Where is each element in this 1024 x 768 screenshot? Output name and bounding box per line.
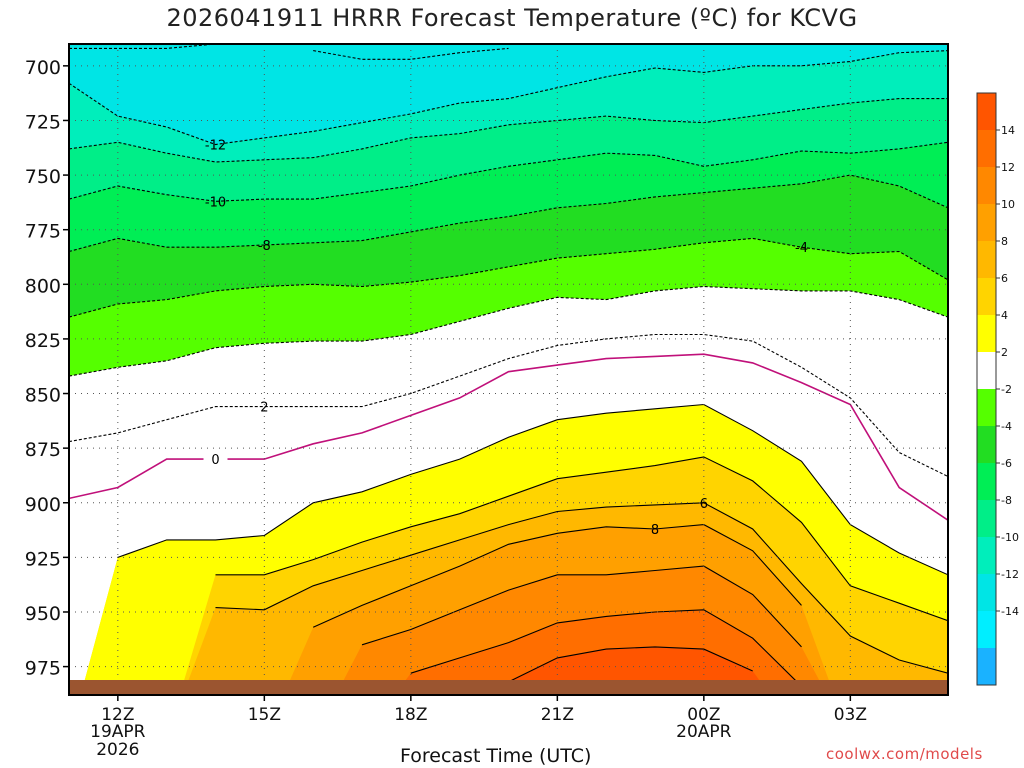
isotherm-8-0 (215, 502, 948, 674)
isotherm--12-0 (69, 50, 948, 146)
contour-label: 8 (651, 523, 659, 538)
colorbar: 14 12 10 8 6 4 2 -2 -4 -6 -8 -10 -12 -14 (976, 92, 1019, 686)
colorbar-label: 14 (1001, 124, 1015, 137)
x-tick-label: 21Z (541, 705, 574, 725)
colorbar-label: -2 (1001, 383, 1012, 396)
x-tick-sublabel: 19APR (90, 722, 146, 742)
contour-label: -10 (205, 195, 226, 210)
colorbar-swatch (977, 241, 996, 278)
x-tick-label: 15Z (248, 705, 281, 725)
y-tick-label: 900 (25, 494, 61, 516)
isotherm--10-0 (69, 98, 948, 163)
colorbar-swatch (977, 93, 996, 130)
colorbar-label: -10 (1001, 531, 1019, 544)
chart-title: 2026041911 HRRR Forecast Temperature (ºC… (166, 4, 858, 32)
contour-label: 6 (700, 497, 708, 512)
isotherm-12-0 (361, 565, 802, 648)
y-tick-label: 725 (25, 111, 61, 133)
colorbar-label: 2 (1001, 346, 1008, 359)
colorbar-swatch (977, 463, 996, 500)
grid-lines (69, 44, 948, 695)
y-axis: 700 725 750 775 800 825 850 875 900 925 950 975 (25, 57, 69, 680)
colorbar-label: -14 (1001, 605, 1019, 618)
colorbar-label: -8 (1001, 494, 1012, 507)
y-tick-label: 825 (25, 330, 61, 352)
contour-labels: -12 -10 -8 -4 2 0 6 8 (203, 138, 808, 538)
y-tick-label: 950 (25, 603, 61, 625)
colorbar-swatch (977, 352, 996, 389)
colorbar-label: 12 (1001, 161, 1015, 174)
x-axis-label: Forecast Time (UTC) (400, 745, 592, 767)
x-tick-sublabel: 20APR (676, 722, 732, 742)
contour-label: 2 (260, 401, 268, 416)
credit-text[interactable]: coolwx.com/models (826, 745, 983, 763)
colorbar-label: -4 (1001, 420, 1012, 433)
temperature-bands (69, 44, 948, 695)
isotherm-16-0 (508, 646, 753, 683)
colorbar-label: 8 (1001, 235, 1008, 248)
ground-strip (69, 680, 948, 695)
isotherm-10-0 (312, 524, 802, 628)
colorbar-swatch (977, 611, 996, 648)
colorbar-swatch (977, 389, 996, 426)
x-tick-label: 12Z (101, 705, 134, 725)
colorbar-swatch (977, 204, 996, 241)
x-tick-label: 18Z (394, 705, 427, 725)
x-tick-label: 03Z (834, 705, 867, 725)
colorbar-swatch (977, 648, 996, 685)
y-tick-label: 800 (25, 275, 61, 297)
isotherm-14-0 (410, 609, 802, 687)
contour-label: -4 (795, 241, 808, 256)
y-tick-label: 875 (25, 439, 61, 461)
y-tick-label: 775 (25, 221, 61, 243)
colorbar-label: 4 (1001, 309, 1008, 322)
colorbar-swatch (977, 574, 996, 611)
contour-label: -12 (205, 138, 226, 153)
colorbar-label: 10 (1001, 198, 1015, 211)
colorbar-label: -12 (1001, 568, 1019, 581)
contour-label: 0 (211, 453, 219, 468)
y-tick-label: 850 (25, 385, 61, 407)
isotherm-4-0 (117, 403, 948, 576)
y-tick-label: 700 (25, 57, 61, 79)
colorbar-label: -6 (1001, 457, 1012, 470)
y-tick-label: 750 (25, 166, 61, 188)
colorbar-swatch (977, 130, 996, 167)
plot-frame (68, 43, 949, 696)
contour-label: -8 (258, 239, 271, 254)
colorbar-swatch (977, 315, 996, 352)
isotherm--8-0 (69, 141, 948, 202)
colorbar-swatch (977, 426, 996, 463)
colorbar-swatch (977, 278, 996, 315)
y-tick-label: 925 (25, 548, 61, 570)
colorbar-swatch (977, 537, 996, 574)
y-tick-label: 975 (25, 658, 61, 680)
colorbar-swatch (977, 167, 996, 204)
isotherm--2-0 (69, 285, 948, 377)
isotherm-2-0 (69, 333, 948, 477)
isotherm-6-0 (215, 456, 948, 622)
x-tick-label: 00Z (687, 705, 720, 725)
contour-label-bg (203, 451, 228, 467)
x-tick-sublabel: 2026 (96, 740, 139, 760)
colorbar-label: 6 (1001, 272, 1008, 285)
colorbar-swatch (977, 500, 996, 537)
